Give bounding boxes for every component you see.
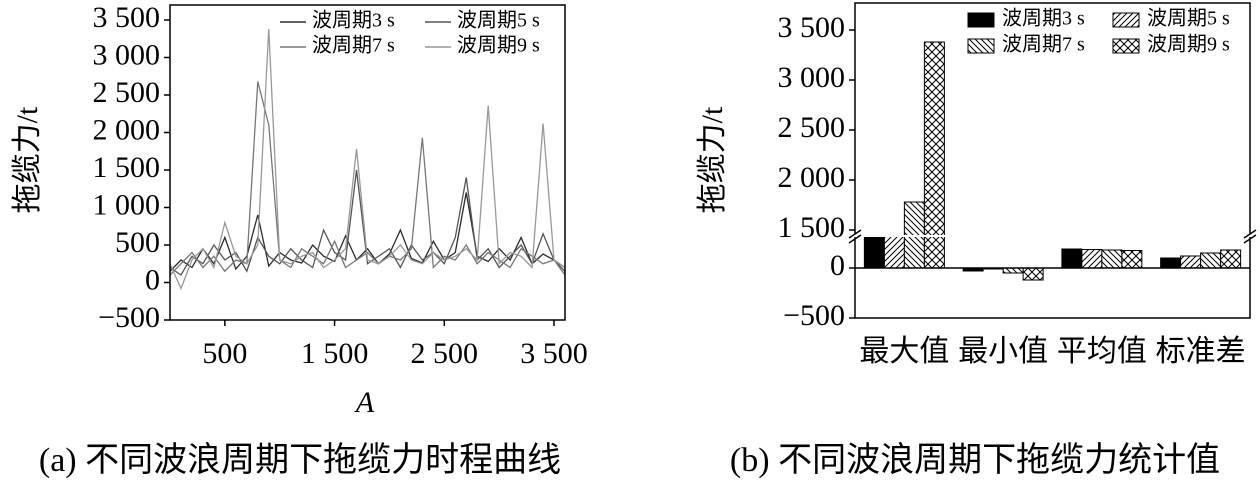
y-tick-label: 2 000 [778, 161, 846, 194]
break-mark [848, 229, 862, 244]
bar [1121, 250, 1143, 269]
legend-swatch [967, 12, 995, 28]
y-tick-label: −500 [98, 301, 160, 334]
bar [1101, 249, 1123, 269]
y-tick-label: 1 500 [778, 211, 846, 244]
bar [1022, 267, 1044, 281]
bar [1180, 255, 1202, 269]
y-tick-label: 1 000 [93, 188, 161, 221]
line-series [170, 169, 565, 276]
bar [1061, 248, 1083, 269]
y-tick-label: 2 500 [778, 111, 846, 144]
y-tick-label: 1 500 [93, 151, 161, 184]
x-axis-label: A [354, 386, 375, 419]
line-series [170, 81, 565, 276]
legend-label: 波周期9 s [1147, 33, 1230, 56]
bar [1200, 252, 1222, 269]
bar [923, 41, 945, 269]
break-gap [854, 235, 1251, 237]
x-tick-label: 最大值 [859, 335, 949, 368]
x-tick-label: 3 500 [520, 337, 588, 370]
legend-label: 波周期7 s [1002, 33, 1085, 56]
bar [1160, 257, 1182, 269]
legend-swatch [1112, 38, 1140, 54]
legend-label: 波周期3 s [1002, 7, 1085, 30]
legend-label: 波周期5 s [1147, 7, 1230, 30]
legend-label: 波周期9 s [457, 34, 540, 57]
plot-frame [854, 2, 1251, 319]
y-tick-label: 3 000 [778, 61, 846, 94]
x-tick-label: 最小值 [958, 335, 1048, 368]
y-tick-label: 3 000 [93, 38, 161, 71]
y-tick-label: 500 [115, 226, 160, 259]
x-tick-label: 1 500 [301, 337, 369, 370]
y-tick-label: 0 [830, 249, 845, 282]
bar [1220, 249, 1242, 269]
y-tick-label: 2 500 [93, 76, 161, 109]
legend-swatch [967, 38, 995, 54]
bar [863, 235, 885, 269]
caption: (a) 不同波浪周期下拖缆力时程曲线 [39, 441, 561, 479]
line-series [170, 28, 565, 291]
legend-label: 波周期5 s [457, 9, 540, 32]
legend-swatch [1112, 12, 1140, 28]
y-axis-label: 拖缆力/t [696, 106, 729, 213]
y-tick-label: 3 500 [778, 11, 846, 44]
break-mark [1243, 229, 1257, 244]
bar [883, 235, 905, 269]
bar [1081, 249, 1103, 269]
y-tick-label: 3 500 [93, 1, 161, 34]
plot-frame [169, 4, 566, 321]
x-tick-label: 500 [202, 337, 247, 370]
legend-label: 波周期3 s [312, 9, 395, 32]
y-axis-label: 拖缆力/t [11, 106, 44, 213]
line-series [170, 192, 565, 272]
x-tick-label: 平均值 [1057, 335, 1147, 368]
x-tick-label: 标准差 [1156, 335, 1246, 368]
y-tick-label: 0 [145, 263, 160, 296]
y-tick-label: 2 000 [93, 113, 161, 146]
x-tick-label: 2 500 [411, 337, 479, 370]
legend-label: 波周期7 s [312, 34, 395, 57]
caption: (b) 不同波浪周期下拖缆力统计值 [730, 441, 1220, 479]
y-tick-label: −500 [783, 299, 845, 332]
